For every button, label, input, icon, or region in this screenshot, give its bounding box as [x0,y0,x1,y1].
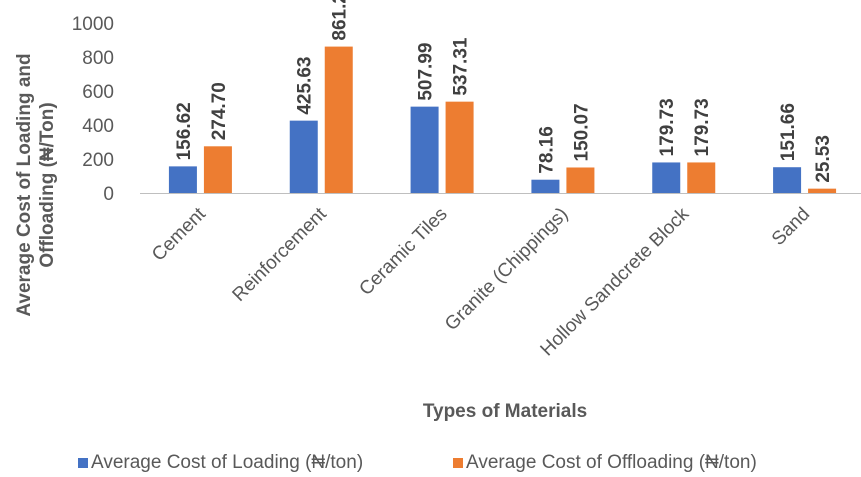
data-label: 179.73 [657,98,678,156]
bar-loading [168,166,197,193]
category-label: Ceramic Tiles [355,204,451,300]
data-label: 537.31 [451,37,472,96]
bar-offloading [808,188,837,193]
bar-offloading [203,146,232,193]
data-label: 425.63 [295,57,316,115]
data-label: 861.24 [330,0,351,41]
category-label: Reinforcement [229,203,332,306]
y-tick-label: 800 [82,48,114,69]
bar-loading [652,162,681,193]
legend-swatch-offloading [453,458,463,468]
category-label: Granite (Chippings) [441,204,572,335]
y-axis-title-line-1: Average Cost of Loading and [14,53,35,316]
data-label: 150.07 [571,103,592,161]
bar-loading [531,179,560,193]
bar-offloading [687,162,716,193]
category-label: Cement [148,203,210,265]
y-axis-title: Average Cost of Loading and Offloading (… [14,53,58,316]
category-labels: Cement Reinforcement Ceramic TilesGranite … [148,203,814,360]
legend-label-offloading: Average Cost of Offloading (₦/ton) [466,452,757,473]
data-label: 25.53 [813,135,834,183]
legend: Average Cost of Loading (₦/ton) Average … [78,452,757,473]
bar-offloading [324,46,353,193]
data-label: 179.73 [692,98,713,156]
bar-loading [410,106,439,193]
data-label: 274.70 [209,82,230,140]
legend-swatch-loading [78,458,88,468]
bar-loading [773,167,802,193]
y-tick-label: 1000 [72,14,114,35]
data-labels: 156.62 274.70 425.63 861.24 507.99 537.31 78.1… [174,0,834,183]
x-axis-title: Types of Materials [423,401,587,422]
y-axis-title-line-2: Offloading (₦/Ton) [37,102,58,267]
data-label: 156.62 [174,102,195,160]
bars [168,46,837,193]
category-label: Sand [768,204,814,250]
bar-offloading [566,167,595,193]
bar-offloading [445,101,474,193]
legend-label-loading: Average Cost of Loading (₦/ton) [91,452,363,473]
data-label: 78.16 [536,126,557,174]
y-axis-ticks: 0 200 400 600 800 1000 [72,14,114,205]
y-tick-label: 400 [82,116,114,137]
data-label: 151.66 [778,103,799,161]
y-tick-label: 600 [82,82,114,103]
y-tick-label: 200 [82,150,114,171]
data-label: 507.99 [416,43,437,101]
bar-loading [289,120,318,193]
y-tick-label: 0 [103,184,114,205]
